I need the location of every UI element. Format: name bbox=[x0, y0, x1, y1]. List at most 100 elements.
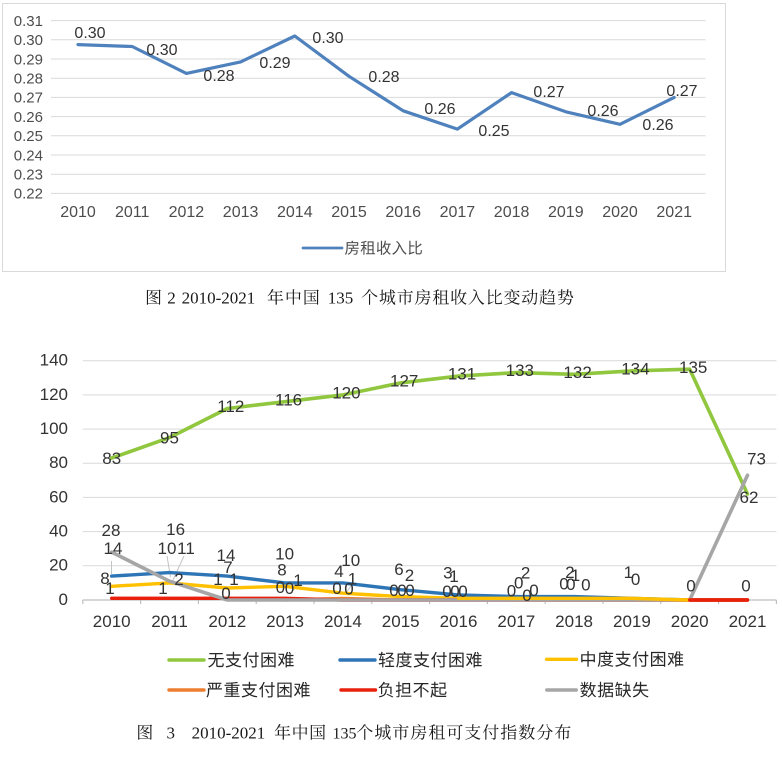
svg-text:2014: 2014 bbox=[324, 612, 362, 631]
svg-text:40: 40 bbox=[49, 522, 68, 541]
svg-text:0: 0 bbox=[514, 574, 523, 593]
svg-text:131: 131 bbox=[448, 365, 476, 384]
svg-text:0.26: 0.26 bbox=[14, 109, 43, 126]
svg-text:0.30: 0.30 bbox=[146, 42, 177, 59]
svg-text:2017: 2017 bbox=[440, 204, 476, 221]
svg-text:0: 0 bbox=[389, 581, 398, 600]
svg-text:0: 0 bbox=[59, 590, 68, 609]
svg-text:2015: 2015 bbox=[331, 204, 367, 221]
svg-text:0: 0 bbox=[397, 581, 406, 600]
svg-text:0: 0 bbox=[741, 577, 750, 596]
svg-text:0: 0 bbox=[450, 582, 459, 601]
svg-text:8: 8 bbox=[100, 569, 109, 588]
svg-text:100: 100 bbox=[40, 419, 68, 438]
svg-text:3: 3 bbox=[167, 724, 176, 743]
svg-text:16: 16 bbox=[166, 520, 185, 539]
svg-text:2019: 2019 bbox=[613, 612, 651, 631]
svg-text:2021: 2021 bbox=[656, 204, 692, 221]
svg-text:120: 120 bbox=[332, 383, 360, 402]
svg-text:2: 2 bbox=[565, 563, 574, 582]
svg-text:0: 0 bbox=[507, 581, 516, 600]
svg-text:0: 0 bbox=[332, 579, 341, 598]
svg-text:83: 83 bbox=[102, 449, 121, 468]
svg-text:0: 0 bbox=[458, 582, 467, 601]
svg-text:2: 2 bbox=[174, 570, 183, 589]
svg-text:0.29: 0.29 bbox=[259, 55, 290, 72]
svg-text:1: 1 bbox=[229, 570, 238, 589]
svg-text:10: 10 bbox=[341, 551, 360, 570]
svg-text:2010-2021: 2010-2021 bbox=[182, 289, 256, 308]
svg-text:0.30: 0.30 bbox=[14, 32, 43, 49]
svg-text:0.31: 0.31 bbox=[14, 13, 43, 30]
svg-text:0: 0 bbox=[285, 579, 294, 598]
svg-text:1: 1 bbox=[158, 579, 167, 598]
svg-text:0: 0 bbox=[631, 570, 640, 589]
svg-text:0: 0 bbox=[566, 575, 575, 594]
svg-text:134: 134 bbox=[621, 360, 649, 379]
svg-text:2014: 2014 bbox=[277, 204, 313, 221]
svg-text:28: 28 bbox=[102, 521, 121, 540]
svg-text:0.24: 0.24 bbox=[14, 147, 43, 164]
svg-text:2018: 2018 bbox=[494, 204, 530, 221]
svg-text:127: 127 bbox=[390, 371, 418, 390]
svg-text:0.28: 0.28 bbox=[368, 69, 399, 86]
svg-text:135: 135 bbox=[333, 726, 357, 743]
svg-text:0.28: 0.28 bbox=[203, 68, 234, 85]
svg-text:2013: 2013 bbox=[223, 204, 259, 221]
svg-text:132: 132 bbox=[563, 363, 591, 382]
svg-text:0.28: 0.28 bbox=[14, 71, 43, 88]
svg-text:2016: 2016 bbox=[385, 204, 421, 221]
svg-text:135: 135 bbox=[679, 358, 707, 377]
svg-text:2011: 2011 bbox=[115, 204, 150, 221]
svg-text:2: 2 bbox=[405, 566, 414, 585]
svg-text:0.26: 0.26 bbox=[424, 101, 455, 118]
svg-text:1: 1 bbox=[105, 579, 114, 598]
svg-text:0: 0 bbox=[529, 581, 538, 600]
svg-text:2: 2 bbox=[521, 564, 530, 583]
svg-text:0: 0 bbox=[221, 584, 230, 603]
svg-text:4: 4 bbox=[334, 562, 343, 581]
svg-text:1: 1 bbox=[348, 570, 357, 589]
svg-text:73: 73 bbox=[747, 450, 766, 469]
svg-text:10: 10 bbox=[158, 539, 177, 558]
svg-text:11: 11 bbox=[177, 539, 195, 558]
svg-text:0: 0 bbox=[276, 578, 285, 597]
svg-text:133: 133 bbox=[506, 361, 534, 380]
svg-text:116: 116 bbox=[275, 390, 302, 409]
svg-text:14: 14 bbox=[217, 546, 236, 565]
svg-text:0.27: 0.27 bbox=[666, 83, 697, 100]
svg-text:140: 140 bbox=[40, 351, 68, 370]
svg-text:2013: 2013 bbox=[266, 612, 304, 631]
svg-text:95: 95 bbox=[160, 429, 179, 448]
svg-text:1: 1 bbox=[571, 566, 580, 585]
svg-text:2012: 2012 bbox=[208, 612, 246, 631]
svg-text:0.29: 0.29 bbox=[14, 51, 43, 68]
svg-text:0.27: 0.27 bbox=[533, 84, 564, 101]
svg-text:0.30: 0.30 bbox=[312, 30, 343, 47]
svg-text:60: 60 bbox=[49, 487, 68, 506]
svg-text:0: 0 bbox=[405, 581, 414, 600]
svg-text:6: 6 bbox=[394, 560, 403, 579]
svg-text:80: 80 bbox=[49, 453, 68, 472]
svg-text:2012: 2012 bbox=[169, 204, 205, 221]
svg-text:2020: 2020 bbox=[671, 612, 709, 631]
svg-text:2: 2 bbox=[167, 289, 176, 308]
svg-text:0: 0 bbox=[442, 582, 451, 601]
svg-text:62: 62 bbox=[740, 488, 759, 507]
svg-text:1: 1 bbox=[449, 567, 458, 586]
svg-text:0.23: 0.23 bbox=[14, 167, 43, 184]
svg-text:0.25: 0.25 bbox=[478, 123, 509, 140]
svg-text:20: 20 bbox=[49, 556, 68, 575]
svg-text:0: 0 bbox=[344, 580, 353, 599]
svg-text:2010: 2010 bbox=[93, 612, 131, 631]
svg-text:1: 1 bbox=[213, 570, 222, 589]
svg-text:2010: 2010 bbox=[60, 204, 96, 221]
svg-text:2010-2021: 2010-2021 bbox=[192, 724, 266, 743]
svg-text:0: 0 bbox=[522, 586, 531, 605]
svg-text:112: 112 bbox=[217, 397, 244, 416]
svg-text:2016: 2016 bbox=[440, 612, 478, 631]
svg-text:2020: 2020 bbox=[602, 204, 638, 221]
svg-text:120: 120 bbox=[40, 385, 68, 404]
svg-text:2017: 2017 bbox=[497, 612, 535, 631]
svg-text:0.25: 0.25 bbox=[14, 128, 43, 145]
